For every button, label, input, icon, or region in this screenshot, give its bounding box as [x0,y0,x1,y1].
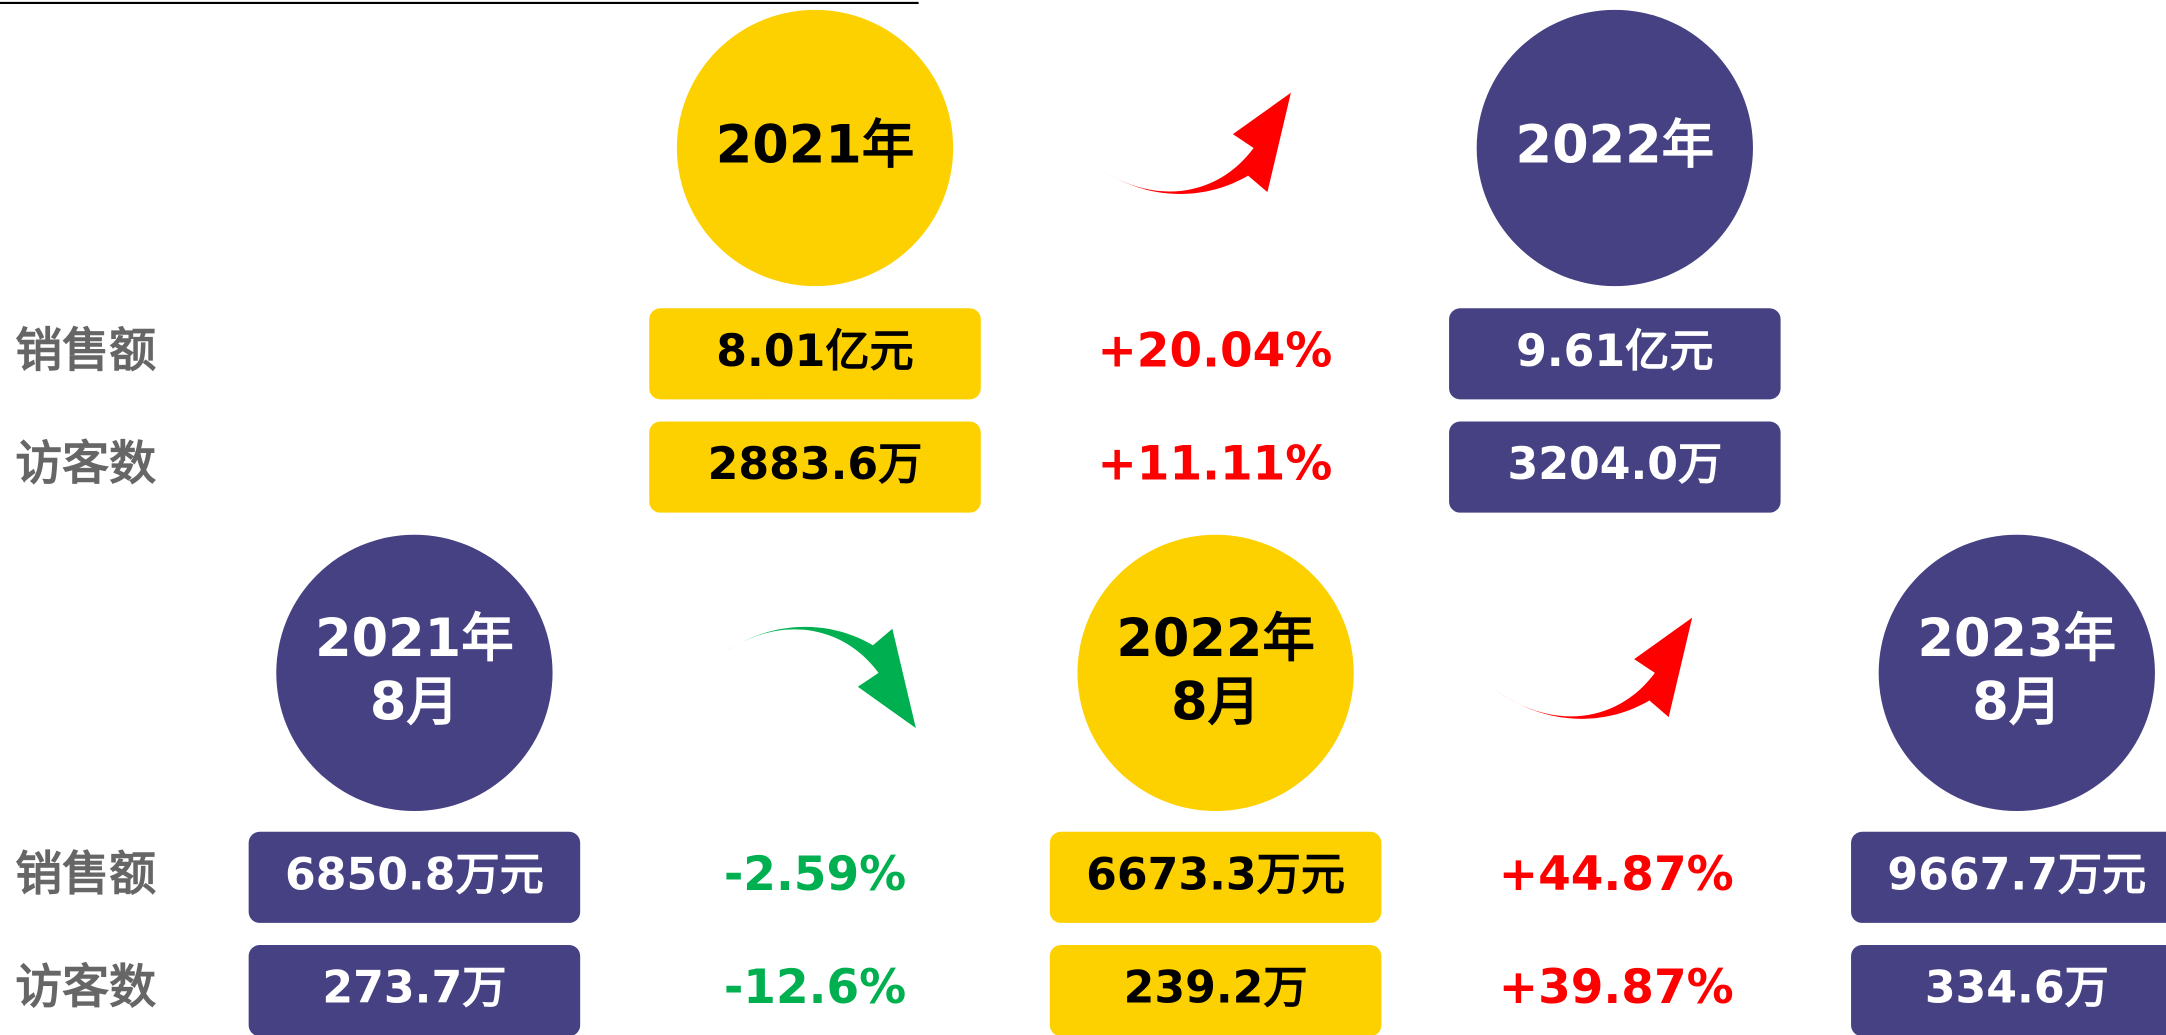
period-circle [276,534,553,812]
period-label: 8月 [1171,671,1260,732]
metric-label: 销售额 [15,847,156,902]
value-box [649,421,981,513]
value-box [1851,945,2166,1035]
change-text: +11.11% [1097,437,1332,492]
value-text: 334.6万 [1925,963,2109,1014]
period-label: 2022年 [1116,608,1315,669]
change-text: +20.04% [1097,323,1332,378]
value-text: 239.2万 [1124,963,1308,1014]
value-text: 8.01亿元 [716,326,913,377]
value-text: 9667.7万元 [1887,849,2146,900]
value-box [1449,421,1781,513]
value-text: 273.7万 [322,963,506,1014]
value-box [1049,945,1382,1035]
arrow-up [1491,617,1693,719]
period-label: 8月 [370,671,459,732]
value-text: 2883.6万 [708,439,923,490]
metric-label: 访客数 [15,437,156,492]
change-text: +39.87% [1499,960,1734,1015]
value-text: 9.61亿元 [1516,326,1713,377]
value-box [649,308,981,400]
metric-label: 销售额 [15,323,156,378]
value-text: 3204.0万 [1507,439,1722,490]
period-label: 8月 [1972,671,2061,732]
period-label: 2021年 [716,115,915,176]
period-label: 2021年 [315,608,514,669]
period-label: 2023年 [1918,608,2117,669]
period-circle [1077,534,1354,812]
arrow-down [715,626,916,729]
period-circle [676,9,954,287]
arrow-up [1090,92,1291,194]
period-circle [1476,9,1753,287]
change-text: -2.59% [724,847,906,902]
change-text: -12.6% [724,960,906,1015]
value-box [248,945,581,1035]
period-circle [1878,534,2155,812]
value-box [1851,831,2166,923]
value-box [1449,308,1781,400]
value-text: 6673.3万元 [1086,849,1345,900]
period-label: 2022年 [1516,115,1715,176]
change-text: +44.87% [1499,847,1734,902]
metric-label: 访客数 [15,960,156,1015]
value-box [248,831,581,923]
value-box [1049,831,1382,923]
value-text: 6850.8万元 [285,849,544,900]
